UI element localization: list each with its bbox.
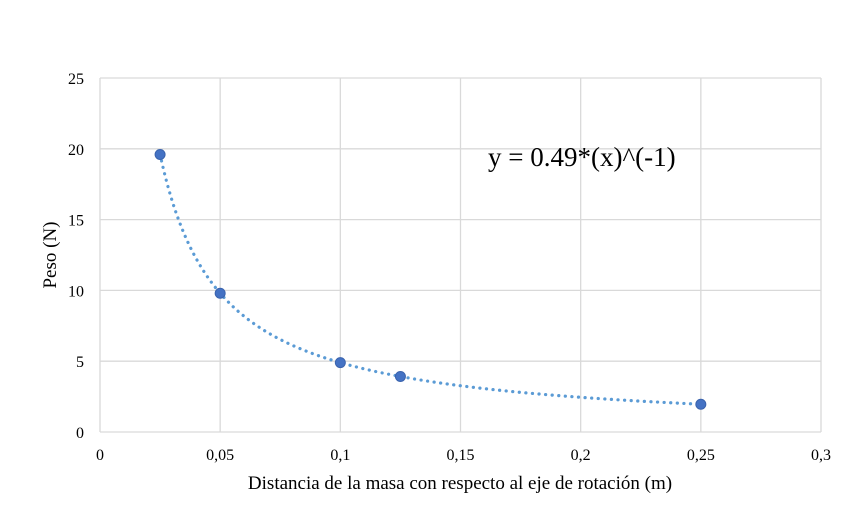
y-tick-label: 25 (68, 71, 84, 88)
data-point (214, 287, 226, 299)
y-tick-label: 0 (76, 425, 84, 442)
data-point (154, 148, 166, 160)
data-point (334, 357, 346, 369)
y-tick-label: 20 (68, 142, 84, 159)
x-tick-label: 0,1 (330, 447, 350, 464)
data-point (695, 398, 707, 410)
x-tick-label: 0,25 (687, 447, 715, 464)
equation-label: y = 0.49*(x)^(-1) (488, 142, 676, 172)
y-tick-label: 15 (68, 213, 84, 230)
y-tick-label: 10 (68, 283, 84, 300)
x-axis-ticks: 0 0,05 0,1 0,15 0,2 0,25 0,3 (96, 447, 831, 464)
x-tick-label: 0,05 (206, 447, 234, 464)
grid (99, 77, 822, 433)
x-axis-label: Distancia de la masa con respecto al eje… (248, 473, 672, 494)
x-tick-label: 0 (96, 447, 104, 464)
y-axis-ticks: 0 5 10 15 20 25 (68, 71, 84, 442)
data-point (394, 370, 406, 382)
trendline (158, 152, 703, 406)
data-points (154, 148, 707, 410)
trendline-group (158, 152, 703, 406)
y-axis-label: Peso (N) (40, 221, 61, 288)
x-tick-label: 0,15 (447, 447, 475, 464)
y-tick-label: 5 (76, 354, 84, 371)
x-tick-label: 0,3 (811, 447, 831, 464)
x-tick-label: 0,2 (571, 447, 591, 464)
